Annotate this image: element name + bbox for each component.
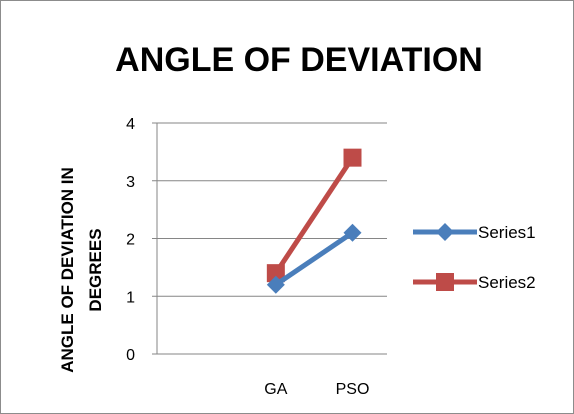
y-axis-title-line-1: ANGLE OF DEVIATION IN [58,167,77,373]
legend-label-1: Series1 [478,223,536,242]
series2-point-pso [343,148,362,167]
y-tick-label-2: 2 [126,232,135,249]
legend: Series1 Series2 [413,223,536,292]
legend-marker-1 [436,223,454,241]
chart-title: ANGLE OF DEVIATION [115,41,483,79]
series1-point-ga [266,275,285,294]
y-tick-label-1: 1 [126,289,135,306]
series1-point-pso [343,223,362,242]
y-axis-title-line-2: DEGREES [86,228,105,311]
y-tick-label-0: 0 [126,347,135,364]
series2-point-ga [266,264,285,283]
gridlines [157,122,387,297]
y-axis-title: ANGLE OF DEVIATION IN DEGREES [58,167,105,373]
y-tick-labels: 0 1 2 3 4 [126,116,135,364]
legend-marker-2 [436,273,454,291]
y-tick-label-4: 4 [126,116,135,133]
legend-label-2: Series2 [478,273,536,292]
y-tick-label-3: 3 [126,174,135,191]
x-tick-label-pso: PSO [336,381,370,398]
series-line-2 [273,156,355,275]
series-line-1 [274,230,354,287]
x-tick-label-ga: GA [264,381,287,398]
series-layer [266,148,362,294]
x-tick-labels: GA PSO [264,381,369,398]
axes [152,122,387,355]
